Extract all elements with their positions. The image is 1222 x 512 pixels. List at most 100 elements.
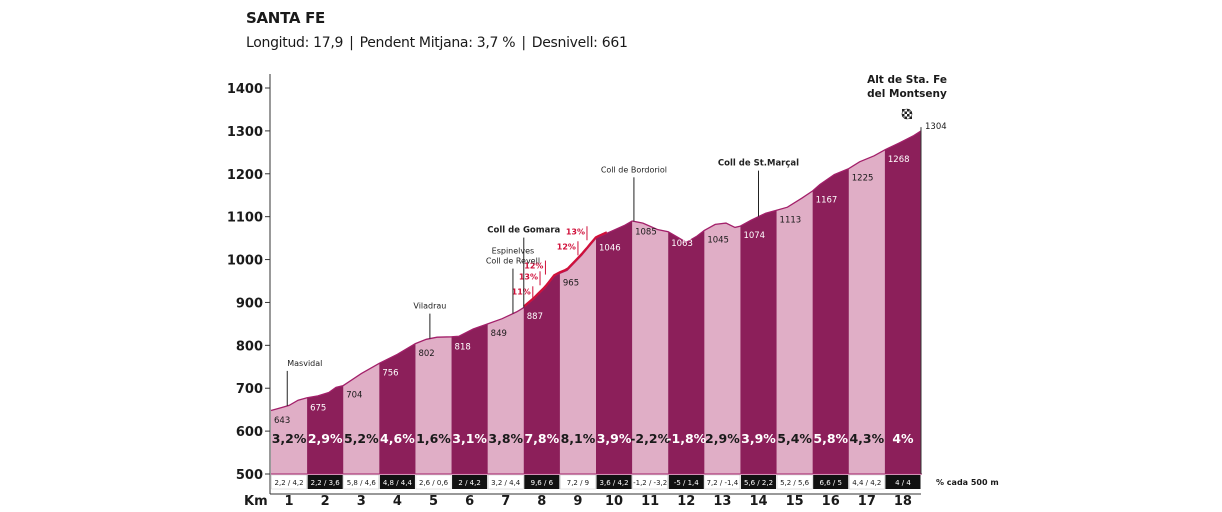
segment-column-km-1 — [271, 130, 308, 474]
half-km-box — [740, 475, 777, 489]
segment-gradient-label: -2,2% — [630, 431, 670, 446]
km-tick-label: 15 — [786, 494, 804, 509]
km-tick-label: 5 — [429, 494, 438, 509]
y-tick-label: 900 — [236, 296, 263, 311]
half-km-gradient-label: 3,6 / 4,2 — [600, 479, 629, 487]
y-tick-label: 1100 — [227, 211, 263, 226]
y-tick-label: 500 — [236, 468, 263, 483]
km-tick-label: 10 — [605, 494, 623, 509]
km-tick-label: 4 — [393, 494, 402, 509]
steep-gradient-label: 11% — [512, 287, 531, 296]
segment-start-elevation: 756 — [382, 368, 398, 378]
half-km-box — [343, 474, 380, 490]
y-tick-label: 700 — [236, 382, 263, 397]
chart-subtitle: Longitud: 17,9 | Pendent Mitjana: 3,7 % | De… — [246, 35, 628, 51]
half-km-gradient-label: 5,8 / 4,6 — [347, 479, 377, 487]
half-km-box — [885, 475, 921, 489]
segment-gradient-label: 1,6% — [416, 431, 451, 446]
segment-start-elevation: 1167 — [816, 195, 838, 205]
half-km-gradient-label: 2,2 / 3,6 — [311, 479, 341, 487]
segment-gradient-label: 3,2% — [272, 431, 307, 446]
half-km-box — [452, 475, 488, 489]
segment-start-elevation: 887 — [527, 312, 543, 322]
segment-gradient-label: 3,8% — [488, 431, 523, 446]
km-tick-label: 14 — [749, 494, 767, 509]
segment-column-km-9 — [559, 130, 597, 474]
segment-start-elevation: 1225 — [852, 173, 874, 183]
km-tick-label: 1 — [285, 494, 294, 509]
segment-column-km-6 — [451, 130, 489, 474]
segment-start-elevation: 1268 — [888, 155, 910, 165]
half-km-box — [524, 475, 560, 489]
half-km-box — [668, 475, 704, 489]
segment-start-elevation: 1085 — [635, 227, 657, 237]
half-km-box — [704, 474, 741, 490]
half-km-gradient-label: -5 / 1,4 — [674, 479, 699, 487]
segment-gradient-label: 5,2% — [344, 431, 379, 446]
half-km-gradient-label: 3,2 / 4,4 — [491, 479, 521, 487]
half-km-box — [776, 474, 813, 490]
segment-start-elevation: 1046 — [599, 243, 621, 253]
segment-start-elevation: 1074 — [743, 231, 765, 241]
segment-column-km-4 — [379, 130, 416, 474]
segment-gradient-label: 3,1% — [452, 431, 487, 446]
segment-gradient-label: 2,9% — [705, 431, 740, 446]
km-tick-label: 16 — [822, 494, 840, 509]
half-km-gradient-label: 4 / 4 — [895, 479, 911, 487]
x-axis-title: Km — [244, 494, 268, 509]
y-tick-label: 1400 — [227, 82, 263, 97]
segment-column-km-14 — [740, 130, 778, 474]
y-tick-label: 600 — [236, 425, 263, 440]
half-km-box — [596, 475, 632, 489]
y-tick-label: 800 — [236, 339, 263, 354]
summit-elevation-label: 1304 — [925, 122, 947, 132]
half-km-gradient-label: 9,6 / 6 — [531, 479, 554, 487]
chart-title: SANTA FE — [246, 9, 325, 27]
segment-start-elevation: 1045 — [707, 235, 729, 245]
checkered-flag-icon — [901, 108, 913, 120]
separator: | — [521, 35, 526, 51]
km-tick-label: 18 — [894, 494, 912, 509]
segment-column-km-17 — [848, 130, 886, 474]
segment-gradient-label: 4% — [892, 431, 914, 446]
half-km-gradient-label: 4,4 / 4,2 — [852, 479, 881, 487]
segment-gradient-label: 3,9% — [741, 431, 776, 446]
km-tick-label: 17 — [858, 494, 876, 509]
segment-start-elevation: 965 — [563, 279, 579, 289]
km-tick-label: 11 — [641, 494, 659, 509]
segment-start-elevation: 1113 — [780, 216, 802, 226]
summit-name-label: Alt de Sta. Fe — [867, 74, 947, 86]
place-label: Espinelves — [492, 247, 535, 256]
segment-start-elevation: 704 — [346, 390, 362, 400]
half-km-box — [560, 474, 596, 490]
place-label: Coll de Gomara — [487, 226, 560, 236]
segment-start-elevation: 1063 — [671, 239, 693, 249]
km-tick-label: 13 — [713, 494, 731, 509]
segment-column-km-11 — [632, 130, 669, 474]
length-stat: Longitud: 17,9 — [246, 35, 344, 51]
segment-column-km-5 — [415, 130, 453, 474]
y-tick-label: 1300 — [227, 125, 263, 140]
half-km-gradient-label: 2,2 / 4,2 — [275, 479, 304, 487]
steep-section-highlight — [523, 231, 608, 308]
place-label: Viladrau — [413, 302, 446, 311]
half-km-box — [487, 474, 524, 490]
separator: | — [349, 35, 354, 51]
half-km-legend-label: % cada 500 m — [936, 478, 999, 487]
segment-gradient-label: 5,4% — [777, 431, 812, 446]
km-tick-label: 7 — [501, 494, 510, 509]
segment-gradient-label: 3,9% — [597, 431, 632, 446]
elevation-gain-stat: Desnivell: 661 — [531, 35, 628, 51]
segment-gradient-label: 2,9% — [308, 431, 343, 446]
half-km-gradient-label: 7,2 / 9 — [567, 479, 589, 487]
segment-gradient-label: 4,6% — [380, 431, 415, 446]
segment-column-km-12 — [668, 130, 705, 474]
place-label: Masvidal — [287, 359, 322, 368]
km-tick-label: 8 — [537, 494, 546, 509]
segment-start-elevation: 643 — [274, 416, 290, 426]
segment-gradient-label: 4,3% — [849, 431, 884, 446]
place-label: Coll de Revell — [486, 257, 540, 266]
segment-gradient-label: -1,8% — [666, 431, 706, 446]
segment-column-km-15 — [776, 130, 814, 474]
